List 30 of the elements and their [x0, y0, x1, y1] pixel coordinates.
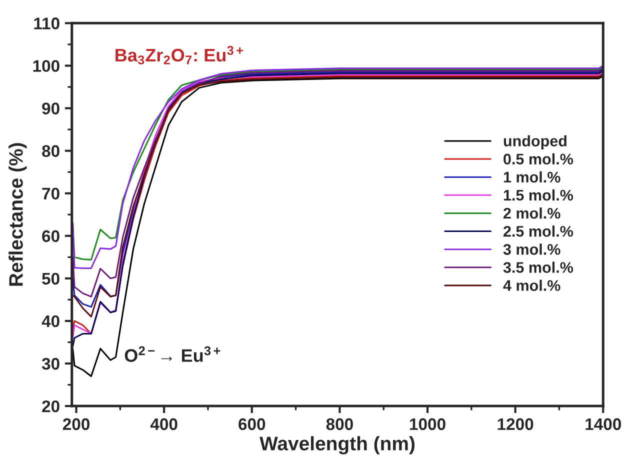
y-tick-label: 100 [33, 60, 60, 72]
legend-label: 3.5 mol.% [503, 262, 574, 273]
annotation: O$^{2−}$→ Eu$^{3+}$ [124, 346, 220, 362]
x-tick-label: 600 [238, 418, 266, 430]
x-tick-label: 1400 [586, 418, 621, 430]
x-axis-title: Wavelength (nm) [260, 436, 414, 454]
legend-label: 0.5 mol.% [504, 153, 574, 165]
x-tick-label: 400 [150, 418, 178, 430]
y-tick-label: 90 [42, 102, 60, 114]
legend-label: 3 mol.% [503, 244, 560, 255]
y-tick-label: 40 [42, 315, 60, 328]
x-tick-label: 1200 [498, 418, 534, 430]
y-tick-label: 20 [42, 400, 60, 412]
x-tick-label: 1000 [410, 418, 446, 430]
y-tick-label: 30 [42, 358, 60, 370]
y-tick-label: 110 [34, 18, 60, 30]
x-tick-label: 200 [62, 418, 90, 430]
y-tick-label: 70 [42, 188, 60, 200]
legend-label: 1.5 mol.% [504, 189, 574, 201]
y-tick-label: 60 [42, 230, 60, 242]
y-tick-label: 80 [42, 145, 60, 157]
x-tick-label: 800 [326, 418, 353, 430]
legend-label: 2 mol.% [503, 207, 560, 219]
legend-label: undoped [504, 135, 566, 150]
legend-label: 4 mol.% [503, 280, 560, 291]
y-tick-label: 50 [42, 272, 60, 285]
legend-label: 2.5 mol.% [503, 226, 574, 237]
y-axis-title: Reflectance (%) [8, 143, 27, 286]
annotation: Ba$_{3}$Zr$_{2}$O$_{7}$: Eu$^{3+}$ [116, 46, 243, 64]
legend-label: 1 mol.% [504, 171, 560, 183]
